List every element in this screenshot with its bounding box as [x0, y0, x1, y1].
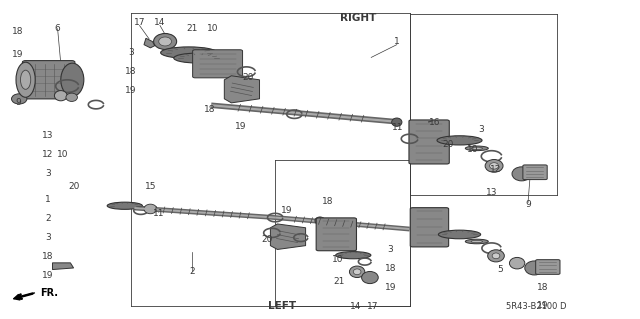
Text: 10: 10: [332, 255, 344, 263]
Text: 21: 21: [186, 24, 198, 33]
Text: 3: 3: [45, 233, 51, 242]
Text: RIGHT: RIGHT: [340, 12, 376, 23]
Ellipse shape: [362, 271, 378, 284]
Text: 19: 19: [235, 122, 246, 130]
FancyBboxPatch shape: [193, 50, 243, 78]
Ellipse shape: [471, 147, 483, 150]
FancyBboxPatch shape: [536, 260, 560, 274]
Text: 18: 18: [12, 27, 24, 36]
Text: 21: 21: [333, 277, 345, 286]
Ellipse shape: [353, 269, 361, 275]
Text: 19: 19: [537, 301, 548, 310]
Text: 5R43-B2100 D: 5R43-B2100 D: [506, 302, 566, 311]
Text: 20: 20: [243, 73, 254, 82]
Text: 13: 13: [486, 188, 497, 197]
FancyBboxPatch shape: [22, 61, 75, 99]
Text: 3: 3: [45, 169, 51, 178]
Ellipse shape: [465, 239, 488, 244]
Text: 18: 18: [125, 67, 137, 76]
Text: 18: 18: [385, 264, 396, 273]
Text: 10: 10: [467, 145, 478, 154]
Text: 3: 3: [479, 125, 484, 134]
Text: 19: 19: [12, 50, 24, 59]
Ellipse shape: [315, 217, 325, 225]
Ellipse shape: [438, 230, 481, 239]
Text: 15: 15: [145, 182, 156, 191]
Ellipse shape: [488, 250, 504, 262]
Text: 14: 14: [349, 302, 361, 311]
Text: 11: 11: [392, 123, 404, 132]
Ellipse shape: [336, 252, 371, 259]
Text: 17: 17: [134, 19, 145, 27]
Text: 18: 18: [42, 252, 54, 261]
Text: 16: 16: [429, 118, 441, 127]
Ellipse shape: [54, 91, 67, 101]
Text: 9: 9: [15, 98, 20, 107]
Text: 12: 12: [490, 165, 502, 174]
Text: 17: 17: [367, 302, 378, 311]
Ellipse shape: [108, 202, 143, 209]
Ellipse shape: [12, 94, 27, 104]
Ellipse shape: [492, 253, 500, 259]
Text: 19: 19: [125, 86, 137, 95]
Text: 12: 12: [42, 150, 54, 159]
Text: 11: 11: [153, 209, 164, 218]
Text: 20: 20: [262, 235, 273, 244]
Text: 6: 6: [55, 24, 60, 33]
Ellipse shape: [66, 93, 77, 101]
Ellipse shape: [174, 53, 223, 63]
FancyBboxPatch shape: [316, 218, 356, 251]
Polygon shape: [270, 224, 306, 249]
Polygon shape: [144, 38, 155, 48]
Text: LEFT: LEFT: [268, 301, 296, 311]
Ellipse shape: [144, 204, 157, 214]
Ellipse shape: [20, 70, 31, 89]
Text: 20: 20: [68, 182, 79, 191]
Ellipse shape: [490, 163, 499, 169]
Text: 10: 10: [57, 150, 68, 159]
Ellipse shape: [437, 136, 482, 145]
Text: 19: 19: [42, 271, 54, 280]
Text: 1: 1: [45, 195, 51, 204]
Text: 13: 13: [42, 131, 54, 140]
Ellipse shape: [471, 240, 483, 243]
Ellipse shape: [61, 63, 84, 96]
Text: FR.: FR.: [40, 288, 58, 298]
Ellipse shape: [161, 47, 217, 58]
Text: 14: 14: [154, 19, 166, 27]
Ellipse shape: [349, 266, 365, 278]
Text: 18: 18: [537, 283, 548, 292]
Text: 19: 19: [385, 283, 396, 292]
FancyBboxPatch shape: [523, 165, 547, 180]
Polygon shape: [225, 76, 260, 103]
Text: 10: 10: [207, 24, 218, 33]
FancyBboxPatch shape: [409, 120, 449, 164]
Ellipse shape: [16, 62, 35, 97]
Text: 2: 2: [45, 214, 51, 223]
Ellipse shape: [154, 33, 177, 49]
Text: 3: 3: [388, 245, 393, 254]
Ellipse shape: [465, 146, 488, 151]
Text: 18: 18: [322, 197, 333, 206]
Text: 20: 20: [442, 140, 454, 149]
Ellipse shape: [509, 257, 525, 269]
Ellipse shape: [159, 37, 172, 46]
Text: 1: 1: [394, 37, 399, 46]
Ellipse shape: [485, 160, 503, 172]
Text: 5: 5: [498, 265, 503, 274]
Text: 18: 18: [204, 105, 216, 114]
FancyBboxPatch shape: [410, 208, 449, 247]
Ellipse shape: [392, 118, 402, 126]
Ellipse shape: [525, 261, 544, 275]
Text: 3: 3: [129, 48, 134, 57]
Polygon shape: [52, 263, 74, 270]
Text: 9: 9: [525, 200, 531, 209]
Text: 19: 19: [281, 206, 292, 215]
Ellipse shape: [512, 167, 531, 181]
Text: 2: 2: [189, 267, 195, 276]
